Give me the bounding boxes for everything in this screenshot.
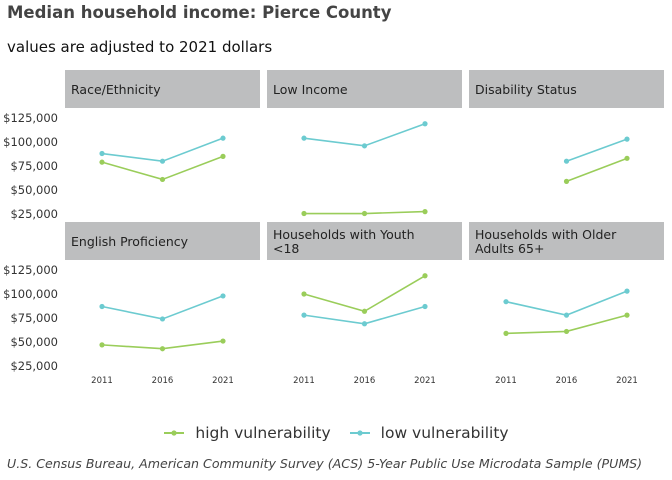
data-point xyxy=(220,153,226,159)
data-point xyxy=(563,158,570,164)
x-tick-label: 2021 xyxy=(414,376,436,386)
series-line xyxy=(101,137,224,163)
facet-label: English Proficiency xyxy=(71,234,189,249)
facet-strip xyxy=(267,70,462,108)
facet-strip xyxy=(469,70,664,108)
data-point xyxy=(99,303,105,310)
series-line xyxy=(566,157,628,183)
data-point xyxy=(563,178,570,184)
data-point xyxy=(301,210,307,217)
legend-key-high xyxy=(164,430,185,436)
series-line xyxy=(505,290,628,316)
legend: high vulnerability low vulnerability xyxy=(0,424,672,442)
y-tick-label: $100,000 xyxy=(3,135,58,149)
y-tick-label: $125,000 xyxy=(3,111,58,125)
facet-strip xyxy=(65,70,260,108)
legend-key-low xyxy=(349,430,370,436)
legend-label-high: high vulnerability xyxy=(195,424,331,442)
faceted-line-chart: Race/Ethnicity $125,000 $100,000 $75,000 $50… xyxy=(3,70,664,386)
x-tick-label: 2011 xyxy=(293,376,315,386)
y-tick-label: $25,000 xyxy=(10,207,58,221)
x-tick-label: 2011 xyxy=(91,376,113,386)
series-line xyxy=(566,138,628,162)
data-point xyxy=(624,155,630,161)
y-tick-label: $25,000 xyxy=(10,359,58,373)
legend-label-low: low vulnerability xyxy=(380,424,509,442)
x-tick-label: 2021 xyxy=(616,376,638,386)
chart-subtitle: values are adjusted to 2021 dollars xyxy=(7,38,273,56)
facet-strip xyxy=(469,222,664,260)
data-point xyxy=(422,273,428,279)
data-point xyxy=(159,316,166,322)
y-tick-label: $100,000 xyxy=(3,287,58,301)
data-point xyxy=(220,338,226,344)
data-point xyxy=(159,158,166,164)
data-point xyxy=(503,299,509,305)
series-line xyxy=(303,123,426,147)
data-point xyxy=(301,291,307,297)
facet-label: Disability Status xyxy=(475,82,577,97)
data-point xyxy=(563,312,570,318)
x-tick-label: 2011 xyxy=(495,376,517,386)
data-point xyxy=(220,293,226,299)
facet-label: Race/Ethnicity xyxy=(71,82,161,97)
data-point xyxy=(503,330,509,336)
data-point xyxy=(301,135,307,141)
data-point xyxy=(422,209,428,215)
data-point xyxy=(159,346,166,352)
x-tick-label: 2021 xyxy=(212,376,234,386)
data-point xyxy=(99,159,105,165)
chart-title: Median household income: Pierce County xyxy=(7,3,392,22)
data-point xyxy=(220,135,226,141)
series-line xyxy=(303,275,426,313)
y-tick-label: $50,000 xyxy=(10,335,58,349)
facet-label: Low Income xyxy=(273,82,348,97)
data-point xyxy=(422,303,428,310)
y-tick-label: $75,000 xyxy=(10,159,58,173)
series-line xyxy=(101,295,224,320)
facet-label: Households with Older Adults 65+ xyxy=(475,227,617,256)
data-point xyxy=(361,210,368,217)
x-tick-label: 2016 xyxy=(354,376,376,386)
data-point xyxy=(563,328,570,335)
data-point xyxy=(99,150,105,157)
data-point xyxy=(361,143,368,149)
data-point xyxy=(624,312,630,318)
legend-item-high: high vulnerability xyxy=(163,424,331,442)
data-point xyxy=(99,342,105,348)
y-tick-label: $125,000 xyxy=(3,263,58,277)
y-tick-label: $50,000 xyxy=(10,183,58,197)
y-tick-label: $75,000 xyxy=(10,311,58,325)
data-point xyxy=(361,321,368,327)
facet-strip xyxy=(267,222,462,260)
x-tick-label: 2016 xyxy=(152,376,174,386)
legend-item-low: low vulnerability xyxy=(349,424,509,442)
data-point xyxy=(624,288,630,294)
facet-label: Households with Youth <18 xyxy=(273,227,415,256)
facet-strip xyxy=(65,222,260,260)
source-caption: U.S. Census Bureau, American Community S… xyxy=(7,456,643,471)
data-point xyxy=(624,136,630,142)
data-point xyxy=(361,308,368,314)
data-point xyxy=(422,121,428,127)
x-tick-label: 2016 xyxy=(556,376,578,386)
data-point xyxy=(301,312,307,318)
data-point xyxy=(159,176,166,183)
